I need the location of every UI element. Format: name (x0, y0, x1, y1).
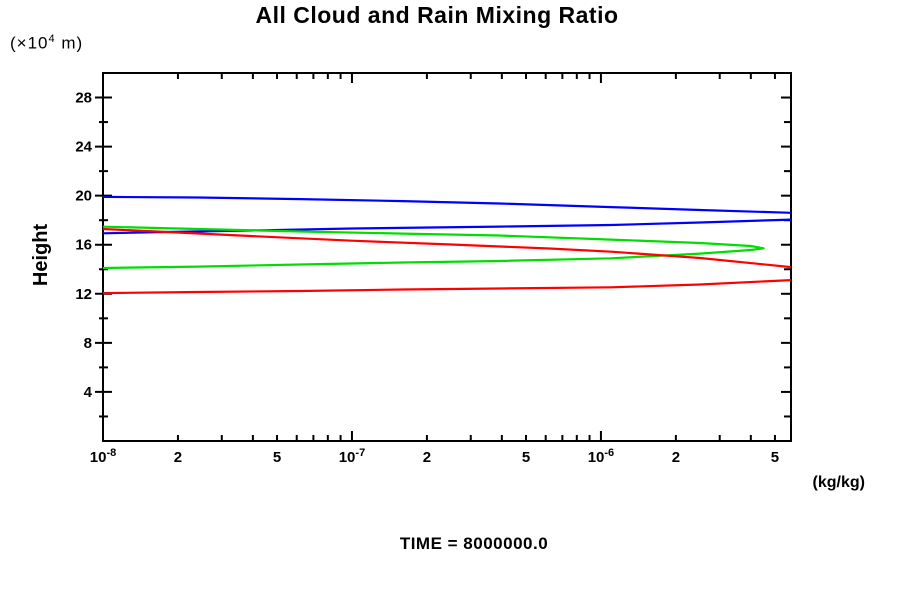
x-tick-label: 2 (672, 449, 680, 466)
x-tick-label: 5 (273, 449, 281, 466)
red-profile-line (103, 279, 791, 295)
y-axis-tick-labels: 4 8 12 16 20 24 28 (75, 90, 92, 401)
time-annotation: TIME = 8000000.0 (399, 534, 549, 553)
y-tick-label: 20 (75, 188, 92, 205)
chart-title: All Cloud and Rain Mixing Ratio (255, 2, 619, 28)
y-axis-title: Height (30, 223, 52, 287)
green-profile-line (103, 225, 765, 270)
x-tick-label: 5 (522, 449, 530, 466)
x-axis-ticks (102, 73, 776, 441)
x-tick-label: 10-6 (588, 447, 614, 466)
y-tick-label: 16 (75, 237, 92, 254)
y-tick-label: 8 (84, 335, 92, 352)
y-axis-ticks (95, 96, 791, 418)
plot-box (102, 72, 792, 442)
x-tick-label: 10-7 (339, 447, 365, 466)
x-axis-unit-label: (kg/kg) (812, 474, 865, 491)
y-tick-label: 12 (75, 286, 92, 303)
x-tick-label: 2 (174, 449, 182, 466)
x-axis-tick-labels: 10-8 2 5 10-7 2 5 10-6 2 5 (90, 447, 779, 466)
red-profile-line (103, 227, 791, 269)
x-tick-label: 10-8 (90, 447, 116, 466)
y-tick-label: 24 (75, 139, 92, 156)
x-tick-label: 5 (771, 449, 779, 466)
x-tick-label: 2 (423, 449, 431, 466)
y-tick-label: 28 (75, 90, 92, 107)
y-tick-label: 4 (84, 384, 93, 401)
series-lines (103, 195, 791, 295)
blue-profile-line (103, 218, 791, 235)
y-axis-unit-label: (×104 m) (10, 33, 84, 53)
blue-profile-line (103, 195, 791, 214)
